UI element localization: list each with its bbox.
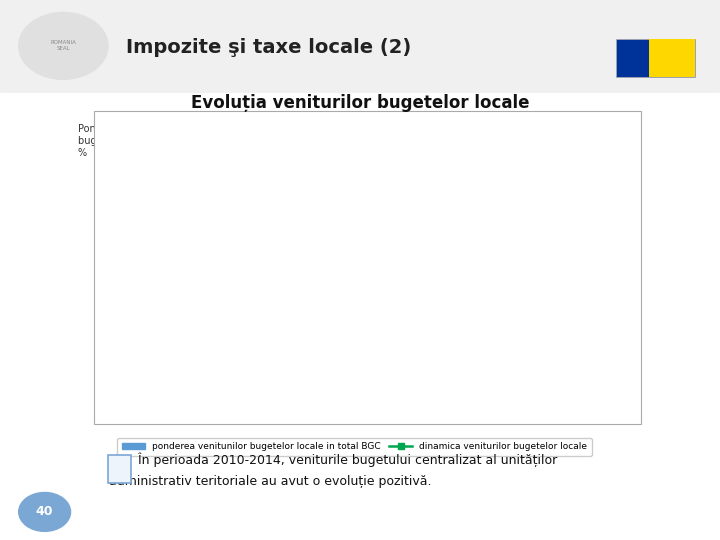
Bar <box>335 304 374 540</box>
Text: Evoluția veniturilor bugetelor locale: Evoluția veniturilor bugetelor locale <box>191 93 529 112</box>
Text: administrativ teritoriale au avut o evoluție pozitivă.: administrativ teritoriale au avut o evol… <box>109 475 432 488</box>
Text: Impozite şi taxe locale (2): Impozite şi taxe locale (2) <box>126 38 411 57</box>
Text: Ponderea veniturilor
bugetelor locale
%: Ponderea veniturilor bugetelor locale % <box>78 124 177 158</box>
Bar <box>255 251 294 540</box>
Bar <box>494 206 534 540</box>
Bar <box>415 255 454 540</box>
Text: În perioada 2010-2014, veniturile bugetului centralizat al unităților: În perioada 2010-2014, veniturile bugetu… <box>138 453 557 467</box>
Bar <box>175 160 215 540</box>
Text: Dinamica veniturilor
bugetelor locale
%: Dinamica veniturilor bugetelor locale % <box>531 124 631 158</box>
Legend: ponderea venitunilor bugetelor locale in total BGC, dinamica veniturilor bugetel: ponderea venitunilor bugetelor locale in… <box>117 438 592 456</box>
Title: Evoluția veniturilor bugetelor locale: Evoluția veniturilor bugetelor locale <box>219 119 490 132</box>
Text: 40: 40 <box>36 505 53 518</box>
Text: ROMANIA
SEAL: ROMANIA SEAL <box>50 40 76 51</box>
